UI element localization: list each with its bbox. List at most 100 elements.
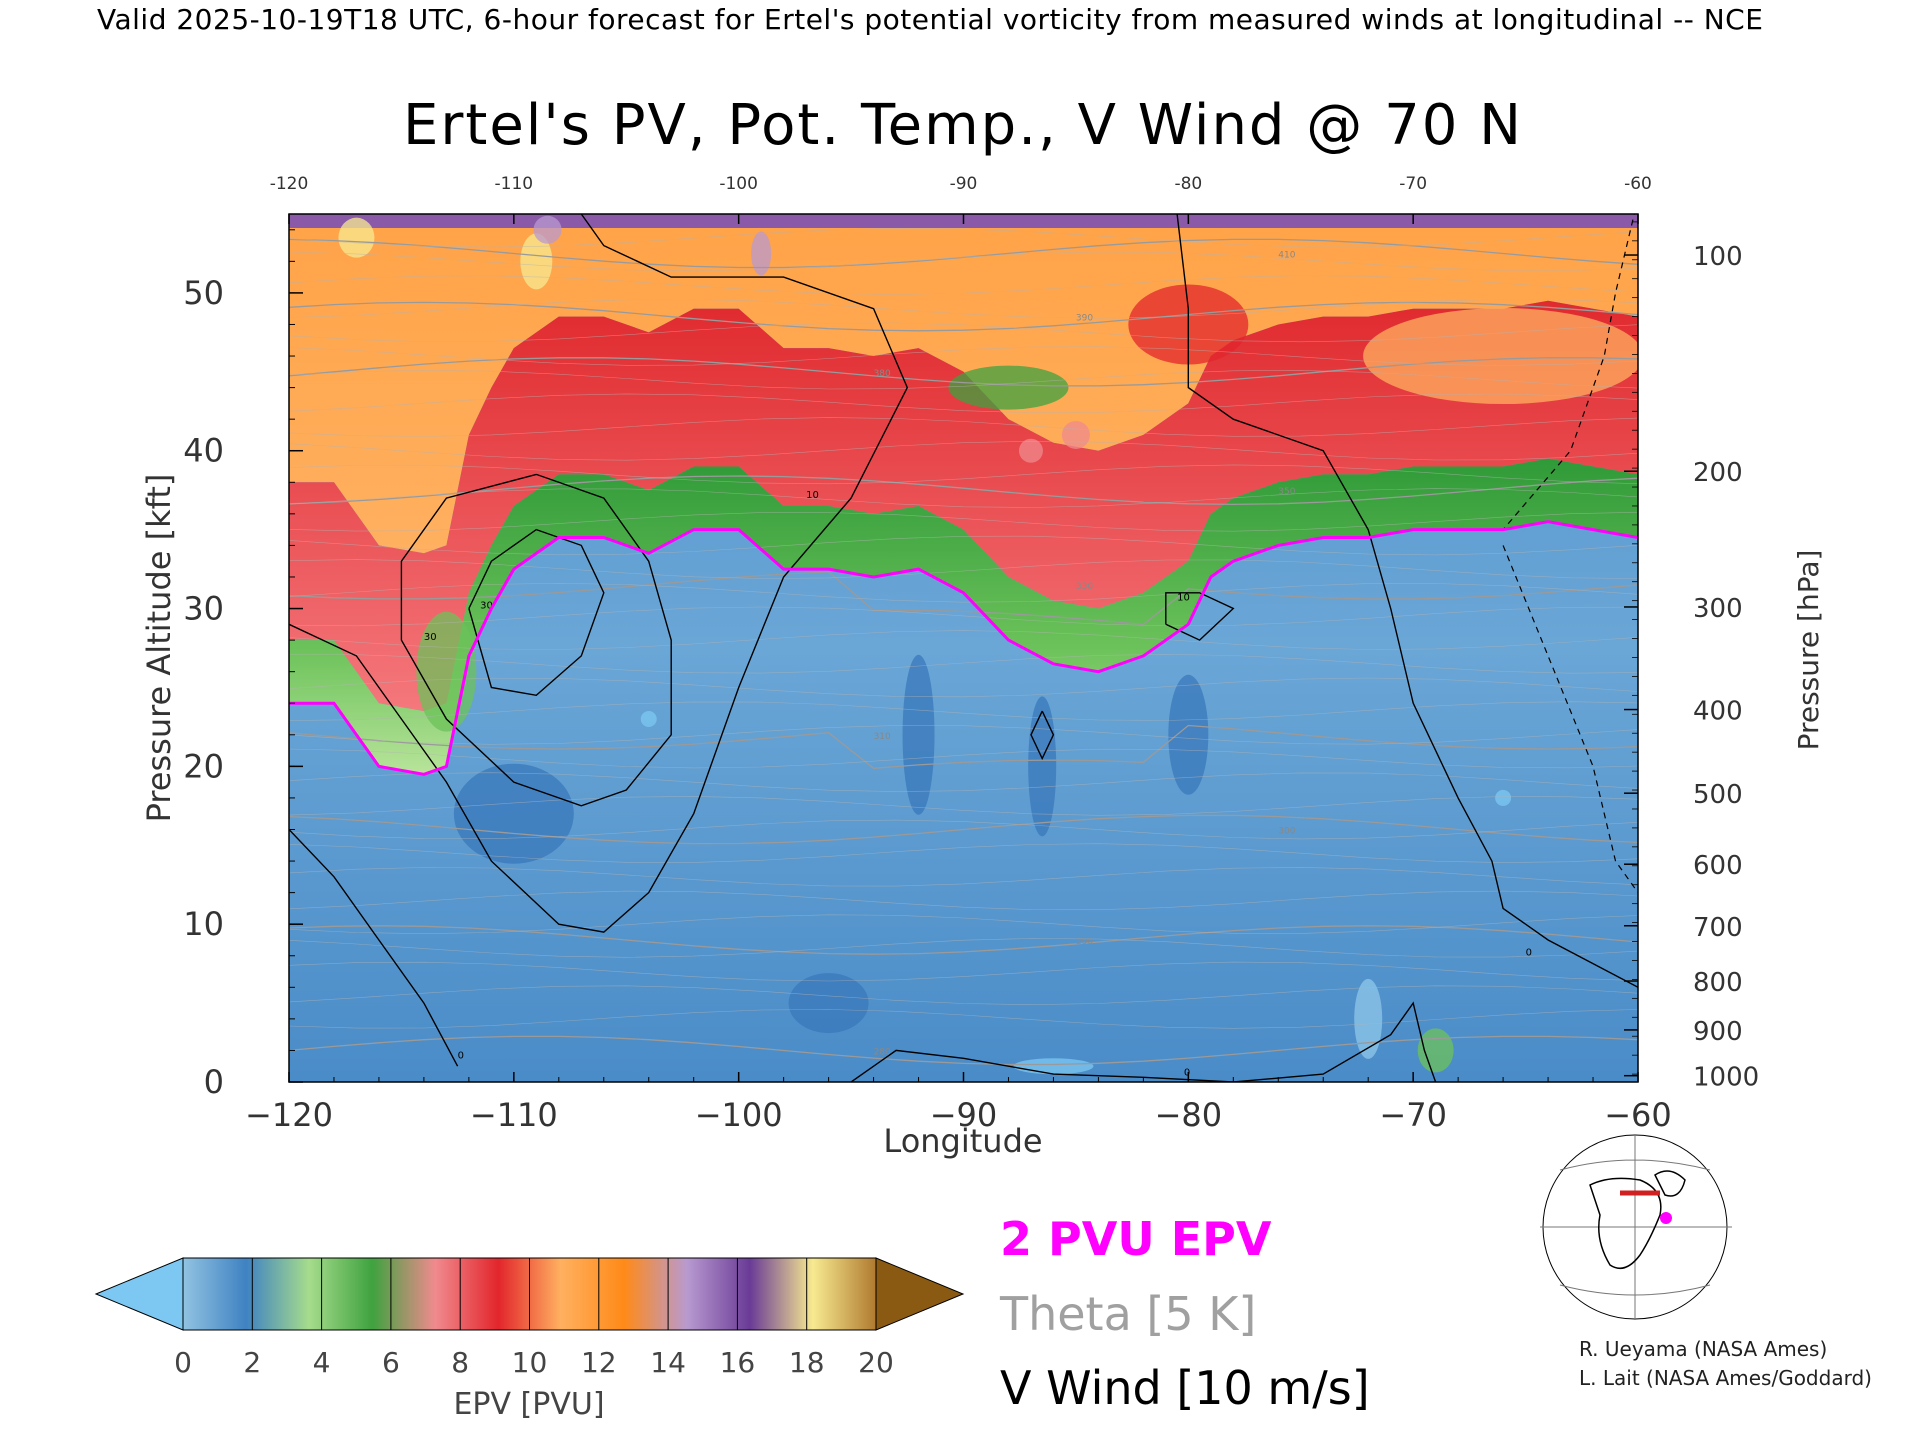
colorbar-tick-label: 10: [512, 1346, 548, 1379]
pressure-tick-label: 900: [1693, 1017, 1743, 1047]
x-top-tick-label: -120: [270, 174, 309, 194]
pressure-tick-label: 200: [1693, 458, 1743, 488]
theta-minor-line: [289, 890, 1638, 911]
theta-minor-line: [289, 275, 1638, 295]
colorbar-tick-label: 6: [382, 1346, 400, 1379]
pressure-tick-label: 100: [1693, 242, 1743, 272]
theta-label-300: 300: [1278, 826, 1295, 836]
pv-field-blob-4: [948, 365, 1069, 410]
theta-label-410: 410: [1278, 250, 1295, 260]
credit-1: R. Ueyama (NASA Ames): [1579, 1337, 1827, 1361]
pv-field-blob-7: [1363, 308, 1638, 405]
x-top-tick-label: -70: [1399, 174, 1427, 194]
y2-axis-label: Pressure [hPa]: [1792, 550, 1825, 751]
pressure-tick-label: 800: [1693, 968, 1743, 998]
x-tick-label: −100: [695, 1096, 783, 1134]
pressure-tick-label: 1000: [1693, 1063, 1759, 1093]
colorbar-tick-label: 8: [451, 1346, 469, 1379]
x-top-tick-label: -110: [495, 174, 534, 194]
vwind-contour-small: [1030, 710, 1055, 761]
vwind-contour-0-west: [289, 829, 459, 1067]
stratosphere-red-band: [289, 300, 1638, 712]
y-tick-label: 50: [183, 274, 224, 312]
header-title: Valid 2025-10-19T18 UTC, 6-hour forecast…: [0, 0, 1920, 40]
theta-label-350: 350: [1278, 487, 1295, 497]
vwind-contour-10-west-label: 10: [806, 490, 819, 501]
theta-isentrope-280: [289, 1035, 1638, 1066]
theta-minor-line: [289, 369, 1638, 390]
credit-2: L. Lait (NASA Ames/Goddard): [1579, 1366, 1872, 1390]
pv-field-blob-5: [1061, 420, 1090, 449]
theta-label-310: 310: [874, 732, 891, 742]
pv-field-blob-15: [1417, 1028, 1454, 1073]
theta-minor-line: [289, 938, 1638, 958]
colorbar-tick-label: 2: [243, 1346, 261, 1379]
colorbar-over-triangle: [875, 1257, 965, 1331]
theta-label-280: 280: [874, 1047, 891, 1057]
pressure-tick-label: 400: [1693, 697, 1743, 727]
pressure-tick-label: 300: [1693, 594, 1743, 624]
theta-minor-line: [289, 322, 1638, 343]
y-tick-label: 20: [183, 747, 224, 785]
theta-isentrope-380: [289, 357, 1638, 387]
y-axis-label: Pressure Altitude [kft]: [140, 474, 178, 823]
location-marker: [1660, 1212, 1672, 1224]
theta-isentrope-300: [289, 814, 1638, 845]
pv-field-blob-16: [1354, 978, 1383, 1059]
credits: R. Ueyama (NASA Ames) L. Lait (NASA Ames…: [1579, 1337, 1872, 1390]
colorbar-tick-label: 20: [858, 1346, 894, 1379]
theta-minor-line: [289, 985, 1638, 1006]
theta-label-290: 290: [1076, 937, 1093, 947]
pv-field-blob-2: [533, 215, 562, 244]
pressure-tick-label: 600: [1693, 851, 1743, 881]
vwind-contour-0-west-label: 0: [458, 1050, 464, 1061]
theta-minor-line: [289, 914, 1638, 935]
theta-isentrope-330: [289, 571, 1638, 626]
legend: 2 PVU EPV Theta [5 K] V Wind [10 m/s]: [999, 1212, 1370, 1415]
theta-minor-line: [289, 701, 1638, 721]
x-axis-label: Longitude: [883, 1122, 1042, 1160]
vwind-contour-0-surface: [850, 1001, 1437, 1082]
tropopause-green-band: [289, 458, 1638, 775]
y-tick-label: 10: [183, 905, 224, 943]
colorbar-tick-label: 16: [720, 1346, 756, 1379]
theta-minor-line: [289, 606, 1638, 627]
pv-field-blob-6: [1018, 438, 1043, 463]
theta-minor-line: [289, 677, 1638, 698]
legend-theta: Theta [5 K]: [999, 1287, 1256, 1341]
theta-minor-line: [289, 535, 1638, 556]
pv-field-blob-3: [751, 231, 772, 276]
colorbar: 0 2 4 6 8 10 12 14 16 18 20 EPV [PVU]: [94, 1257, 965, 1422]
theta-isentrope-310: [289, 724, 1638, 769]
vwind-contour-30-loop-label: 30: [480, 601, 493, 612]
theta-minor-line: [289, 582, 1638, 603]
vwind-contour-0-east: [1176, 214, 1638, 988]
y-tick-label: 0: [204, 1063, 224, 1101]
x-tick-label: −70: [1379, 1096, 1447, 1134]
pv-field-blob-17: [640, 711, 657, 728]
north-america-outline: [1589, 1177, 1662, 1270]
greenland-outline: [1654, 1170, 1686, 1197]
y-tick-label: 40: [183, 432, 224, 470]
x-tick-label: −90: [930, 1096, 998, 1134]
legend-vwind: V Wind [10 m/s]: [1000, 1361, 1370, 1415]
map-gridlines: [1540, 1135, 1732, 1320]
theta-label-330: 330: [1076, 582, 1093, 592]
x-tick-label: −110: [470, 1096, 558, 1134]
theta-minor-line: [289, 961, 1638, 982]
theta-minor-line: [289, 867, 1638, 887]
pv-field-blob-9: [416, 611, 477, 732]
theta-minor-line: [289, 440, 1638, 461]
header-text: Valid 2025-10-19T18 UTC, 6-hour forecast…: [97, 3, 1764, 36]
theta-label-390: 390: [1076, 314, 1093, 324]
theta-minor-line: [289, 630, 1638, 650]
colorbar-tick-label: 4: [313, 1346, 331, 1379]
colorbar-tick-label: 14: [650, 1346, 686, 1379]
theta-minor-line: [289, 298, 1638, 319]
y-tick-label: 30: [183, 590, 224, 628]
theta-minor-line: [289, 417, 1638, 437]
pv-field-blob-10: [902, 654, 935, 815]
tropopause-2pvu-line: [289, 520, 1638, 776]
